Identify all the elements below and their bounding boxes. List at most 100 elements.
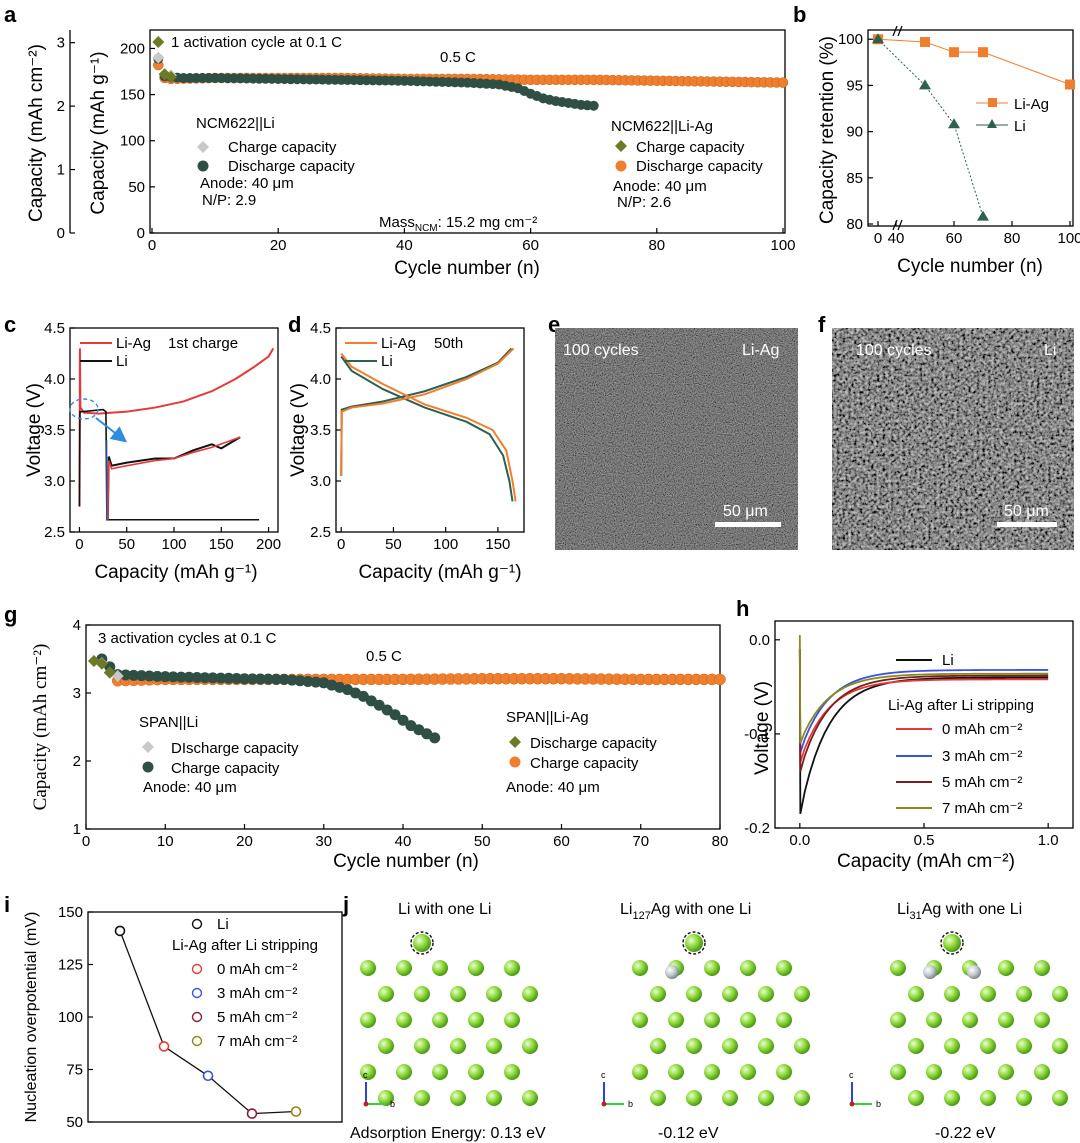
point-li-charge xyxy=(167,671,179,683)
li-atom xyxy=(722,986,738,1002)
a-ytick-label: 150 xyxy=(120,87,145,104)
h-xtick-label: 0.0 xyxy=(789,832,810,849)
legend-7-i: 7 mAh cm⁻² xyxy=(217,1033,297,1050)
li-atom xyxy=(468,1012,484,1028)
li-atom xyxy=(998,1064,1014,1080)
a-left-ytick-label: 2 xyxy=(57,98,65,115)
b-xtick-label: 80 xyxy=(1004,230,1021,247)
anode-li-g: Anode: 40 μm xyxy=(143,779,237,796)
sem-image-e xyxy=(555,328,798,550)
lines-b xyxy=(872,33,1075,221)
li-atom xyxy=(522,1090,538,1106)
d-ytick-label: 3.5 xyxy=(310,422,331,439)
point-li-charge xyxy=(286,674,298,686)
h-ytick-label: -0.1 xyxy=(744,726,770,743)
ag-atom xyxy=(967,965,981,979)
li-atom xyxy=(704,1012,720,1028)
legend-marker-liag-charge-g xyxy=(509,756,521,768)
g-xtick-label: 30 xyxy=(315,833,332,850)
i-ytick-label: 50 xyxy=(66,1114,83,1131)
axis-c-1: c xyxy=(363,1070,368,1080)
sem-image-f xyxy=(832,328,1074,550)
li-atom xyxy=(758,986,774,1002)
adatom xyxy=(413,934,431,952)
axis-c-3: c xyxy=(849,1070,854,1080)
li-atom xyxy=(980,1038,996,1054)
plot-frame-c xyxy=(69,327,279,533)
energy-1: Adsorption Energy: 0.13 eV xyxy=(350,1125,546,1142)
point-li xyxy=(977,210,989,221)
adatom-ring xyxy=(940,931,964,955)
g-xtick-label: 70 xyxy=(632,833,649,850)
li-atom xyxy=(486,986,502,1002)
point-liag-charge xyxy=(152,35,165,48)
sem-scale-label-e: 50 μm xyxy=(723,503,768,520)
axis-c-2: c xyxy=(601,1070,606,1080)
legend-0-h: 0 mAh cm⁻² xyxy=(942,721,1022,738)
panel-letter-f: f xyxy=(818,312,826,337)
x-axis-title-h: Capacity (mAh cm⁻²) xyxy=(837,851,1015,872)
li-atom xyxy=(890,1064,906,1080)
ticks-h: 0.0 0.5 1.0 0.0 -0.1 -0.2 xyxy=(744,632,1058,849)
legend-marker-li-discharge-g xyxy=(142,741,154,753)
axis-triad-1: c b xyxy=(363,1070,395,1109)
sem-sample-f: Li xyxy=(1044,342,1056,359)
legend-marker-li-i xyxy=(191,918,203,930)
a-ytick-label: 200 xyxy=(120,40,145,57)
legend-liag-b: Li-Ag xyxy=(1014,96,1049,113)
x-axis-title-a: Cycle number (n) xyxy=(394,258,540,279)
h-ytick-label: -0.2 xyxy=(744,820,770,837)
d-ytick-label: 4.5 xyxy=(310,320,331,337)
plot-frame-a xyxy=(149,29,786,234)
point-li-charge xyxy=(302,675,314,687)
point-liag-discharge xyxy=(777,77,789,88)
g-xtick-label: 20 xyxy=(236,833,253,850)
i-ytick-label: 75 xyxy=(66,1062,83,1079)
point-liag-discharge xyxy=(95,657,108,670)
mass-note-a: MassNCM: 15.2 mg cm⁻² xyxy=(379,214,537,234)
sem-cycles-e: 100 cycles xyxy=(563,342,639,359)
li-atom xyxy=(650,1090,666,1106)
point-li-charge xyxy=(143,670,155,682)
series-line-Li xyxy=(877,38,984,217)
structure-title-2: Li127Ag with one Li xyxy=(620,901,751,922)
g-ytick-label: 3 xyxy=(73,685,81,702)
li-atom xyxy=(632,1064,648,1080)
point-i xyxy=(202,1070,214,1082)
y-axis-title-h: Voltage (V) xyxy=(752,681,773,775)
panel-a: a 0 20 40 60 80 100 0 50 100 150 200 0 1 2 3 Capacity … xyxy=(4,2,796,279)
li-atom xyxy=(890,1012,906,1028)
li-atom xyxy=(522,1038,538,1054)
a-left-ytick-label: 1 xyxy=(57,162,65,179)
ticks-g: 0 10 20 30 40 50 60 70 80 1 2 3 4 xyxy=(73,617,729,850)
b-ytick-label: 80 xyxy=(846,216,863,233)
point-li-charge xyxy=(128,669,140,681)
panel-h: h 0.0 0.5 1.0 0.0 -0.1 -0.2 Voltage (V) Capac… xyxy=(736,596,1074,872)
adatom-ring xyxy=(410,931,434,955)
points-a xyxy=(152,35,789,111)
ticks-c: 0 50 100 150 200 2.5 3.0 3.5 4.0 4.5 xyxy=(44,320,281,553)
point-li-charge xyxy=(199,672,211,684)
plot-frame-d xyxy=(335,327,525,533)
li-atom xyxy=(998,960,1014,976)
li-atom xyxy=(1016,986,1032,1002)
curve-d-3 xyxy=(340,347,515,476)
li-atom xyxy=(776,960,792,976)
rate-note-g: 0.5 C xyxy=(366,648,402,665)
point-li-charge xyxy=(215,672,227,684)
li-atom xyxy=(668,1012,684,1028)
s3-b: Ag with one Li xyxy=(922,901,1023,918)
c-xtick-label: 150 xyxy=(209,536,234,553)
b-xtick-label: 100 xyxy=(1057,230,1080,247)
li-atom xyxy=(722,1038,738,1054)
atoms-j xyxy=(360,931,1068,1106)
energy-2: -0.12 eV xyxy=(658,1125,719,1142)
panel-b: b 0 40 60 80 100 80 85 90 95 100 Capacity retenti… xyxy=(793,2,1080,277)
point-li-charge xyxy=(373,699,385,711)
li-atom xyxy=(360,960,376,976)
c-xtick-label: 50 xyxy=(118,536,135,553)
y-axis-title-c: Voltage (V) xyxy=(24,383,45,477)
point-li-charge xyxy=(246,673,258,685)
panel-letter-j: j xyxy=(342,892,349,917)
li-atom xyxy=(414,986,430,1002)
